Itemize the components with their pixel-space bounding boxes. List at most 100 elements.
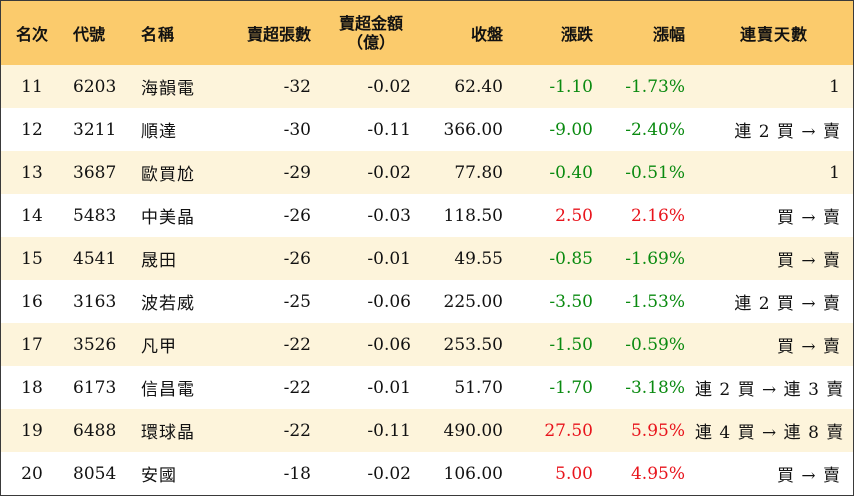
cell-rank: 19 (21, 420, 43, 441)
cell-change: -0.40 (549, 162, 593, 183)
table-row: 17 3526 凡甲 -22 -0.06 253.50 -1.50 -0.59% 買 → 賣 (1, 323, 853, 366)
cell-close: 106.00 (443, 463, 503, 484)
cell-streak: 連 2 買 → 連 3 賣 (695, 380, 845, 400)
cell-sell-lots: -22 (283, 334, 311, 355)
cell-sell-lots: -25 (283, 291, 311, 312)
cell-streak: 連 2 買 → 賣 (734, 122, 841, 142)
table-row: 14 5483 中美晶 -26 -0.03 118.50 2.50 2.16% 買 → 賣 (1, 194, 853, 237)
cell-rank: 20 (21, 463, 43, 484)
cell-streak: 連 2 買 → 賣 (734, 294, 841, 314)
cell-name: 環球晶 (141, 423, 195, 443)
cell-pct: 5.95% (630, 420, 685, 441)
cell-sell-amount: -0.01 (367, 377, 411, 398)
cell-rank: 12 (21, 119, 43, 140)
cell-name: 凡甲 (141, 337, 177, 357)
cell-code: 3163 (73, 291, 117, 312)
cell-code: 5483 (73, 205, 117, 226)
cell-change: 27.50 (544, 420, 593, 441)
cell-sell-amount: -0.11 (367, 119, 411, 140)
cell-close: 366.00 (443, 119, 503, 140)
cell-pct: -0.59% (625, 334, 685, 355)
cell-close: 62.40 (454, 76, 503, 97)
cell-sell-amount: -0.02 (367, 76, 411, 97)
cell-name: 順達 (141, 122, 177, 142)
cell-close: 77.80 (454, 162, 503, 183)
header-sell-lots: 賣超張數 (246, 25, 311, 44)
cell-sell-amount: -0.01 (367, 248, 411, 269)
cell-change: 2.50 (555, 205, 593, 226)
cell-pct: -3.18% (625, 377, 685, 398)
header-pct: 漲幅 (652, 25, 685, 44)
cell-name: 中美晶 (141, 208, 195, 228)
cell-rank: 16 (21, 291, 43, 312)
cell-sell-amount: -0.06 (367, 334, 411, 355)
cell-sell-lots: -32 (283, 76, 311, 97)
cell-change: -9.00 (549, 119, 593, 140)
cell-streak: 買 → 賣 (776, 337, 841, 357)
cell-change: -1.70 (549, 377, 593, 398)
table-row: 18 6173 信昌電 -22 -0.01 51.70 -1.70 -3.18% 連 2 買 →… (1, 366, 853, 409)
cell-code: 3526 (73, 334, 117, 355)
table-row: 13 3687 歐買尬 -29 -0.02 77.80 -0.40 -0.51% 1 (1, 151, 853, 194)
cell-sell-amount: -0.03 (367, 205, 411, 226)
cell-streak: 買 → 賣 (776, 208, 841, 228)
header-close: 收盤 (470, 25, 503, 44)
cell-name: 晟田 (141, 251, 177, 271)
cell-streak: 1 (829, 162, 841, 183)
header-sell-amount-line2: （億） (346, 33, 395, 52)
cell-rank: 13 (21, 162, 43, 183)
cell-sell-lots: -26 (283, 248, 311, 269)
cell-sell-lots: -30 (283, 119, 311, 140)
cell-sell-lots: -29 (283, 162, 311, 183)
header-change: 漲跌 (560, 25, 593, 44)
cell-sell-lots: -26 (283, 205, 311, 226)
table-row: 15 4541 晟田 -26 -0.01 49.55 -0.85 -1.69% 買 → 賣 (1, 237, 853, 280)
cell-change: -1.10 (549, 76, 593, 97)
cell-name: 信昌電 (141, 380, 195, 400)
cell-close: 51.70 (454, 377, 503, 398)
cell-pct: -1.73% (625, 76, 685, 97)
cell-pct: 2.16% (630, 205, 685, 226)
cell-rank: 15 (21, 248, 43, 269)
header-streak: 連賣天數 (739, 25, 808, 44)
table-row: 11 6203 海韻電 -32 -0.02 62.40 -1.10 -1.73% 1 (1, 65, 853, 108)
header-name: 名稱 (141, 25, 176, 44)
cell-rank: 14 (21, 205, 43, 226)
cell-close: 253.50 (443, 334, 503, 355)
header-code: 代號 (73, 25, 106, 44)
cell-pct: -1.53% (625, 291, 685, 312)
cell-sell-lots: -18 (283, 463, 311, 484)
cell-pct: -0.51% (625, 162, 685, 183)
cell-change: -3.50 (549, 291, 593, 312)
cell-close: 225.00 (443, 291, 503, 312)
cell-streak: 1 (829, 76, 841, 97)
cell-sell-amount: -0.06 (367, 291, 411, 312)
cell-code: 8054 (73, 463, 117, 484)
cell-name: 海韻電 (141, 79, 195, 99)
header-sell-amount: 賣超金額 （億） (321, 1, 421, 65)
cell-code: 3687 (73, 162, 117, 183)
cell-change: -1.50 (549, 334, 593, 355)
cell-sell-amount: -0.02 (367, 162, 411, 183)
header-sell-amount-line1: 賣超金額 (338, 14, 403, 33)
header-rank: 名次 (15, 25, 48, 44)
table-row: 20 8054 安國 -18 -0.02 106.00 5.00 4.95% 買 → 賣 (1, 452, 853, 495)
table-header: 名次 代號 名稱 賣超張數 賣超金額 （億） 收盤 漲跌 漲幅 連賣天數 (1, 1, 853, 65)
cell-close: 118.50 (443, 205, 503, 226)
cell-change: -0.85 (549, 248, 593, 269)
table-row: 16 3163 波若威 -25 -0.06 225.00 -3.50 -1.53% 連 2 買 … (1, 280, 853, 323)
cell-streak: 連 4 買 → 連 8 賣 (695, 423, 845, 443)
cell-pct: -2.40% (625, 119, 685, 140)
table-row: 19 6488 環球晶 -22 -0.11 490.00 27.50 5.95% 連 4 買 →… (1, 409, 853, 452)
header-row: 名次 代號 名稱 賣超張數 賣超金額 （億） 收盤 漲跌 漲幅 連賣天數 (1, 1, 853, 65)
cell-pct: 4.95% (630, 463, 685, 484)
cell-name: 波若威 (141, 294, 195, 314)
cell-pct: -1.69% (625, 248, 685, 269)
cell-code: 6488 (73, 420, 117, 441)
table-body: 11 6203 海韻電 -32 -0.02 62.40 -1.10 -1.73% 1 12 321… (1, 65, 853, 495)
cell-code: 6203 (73, 76, 117, 97)
cell-rank: 17 (21, 334, 43, 355)
cell-name: 歐買尬 (141, 165, 195, 185)
